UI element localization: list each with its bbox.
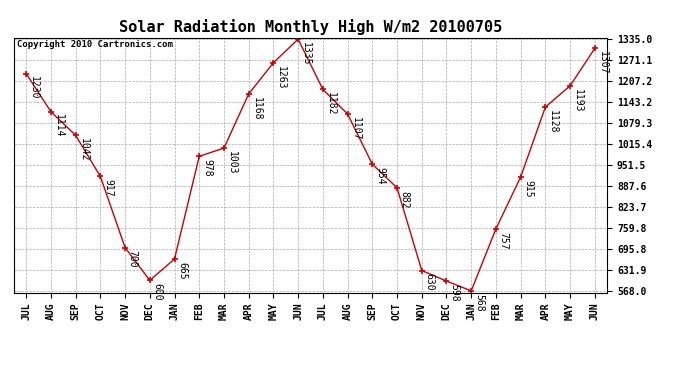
- Text: 700: 700: [128, 251, 138, 268]
- Text: 1003: 1003: [227, 151, 237, 174]
- Text: 1193: 1193: [573, 88, 583, 112]
- Text: 1335: 1335: [301, 42, 311, 65]
- Text: 630: 630: [424, 273, 435, 291]
- Text: 917: 917: [103, 179, 113, 197]
- Text: 1307: 1307: [598, 51, 608, 75]
- Text: 882: 882: [400, 190, 410, 208]
- Title: Solar Radiation Monthly High W/m2 20100705: Solar Radiation Monthly High W/m2 201007…: [119, 19, 502, 35]
- Text: 1182: 1182: [326, 92, 335, 116]
- Text: 665: 665: [177, 262, 187, 279]
- Text: 568: 568: [474, 294, 484, 311]
- Text: 598: 598: [449, 284, 460, 302]
- Text: 1230: 1230: [29, 76, 39, 100]
- Text: 954: 954: [375, 167, 385, 184]
- Text: 1114: 1114: [54, 114, 63, 138]
- Text: 757: 757: [499, 232, 509, 249]
- Text: 600: 600: [152, 283, 163, 301]
- Text: 1042: 1042: [79, 138, 88, 162]
- Text: 915: 915: [524, 180, 533, 197]
- Text: Copyright 2010 Cartronics.com: Copyright 2010 Cartronics.com: [17, 40, 172, 49]
- Text: 1263: 1263: [276, 66, 286, 89]
- Text: 1107: 1107: [351, 117, 360, 140]
- Text: 1168: 1168: [251, 97, 262, 120]
- Text: 978: 978: [202, 159, 212, 177]
- Text: 1128: 1128: [548, 110, 558, 134]
